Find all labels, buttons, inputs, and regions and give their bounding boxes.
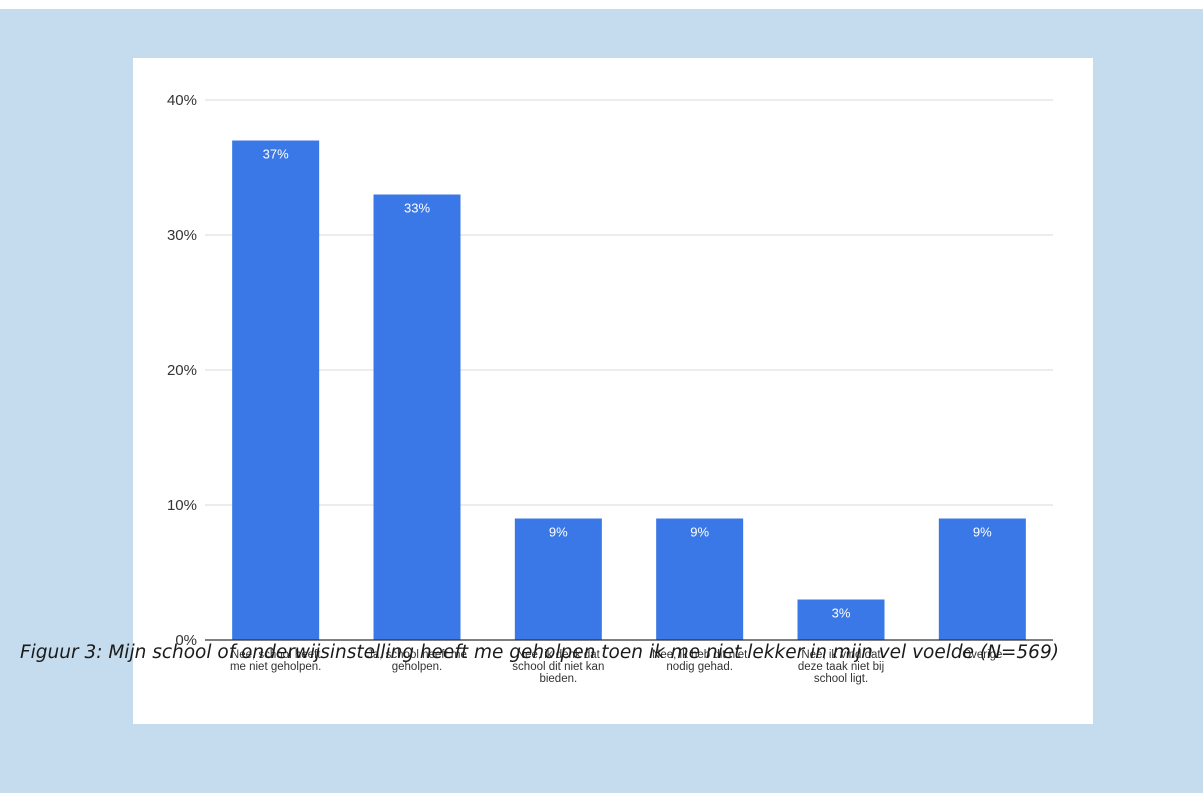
- bar: [232, 141, 319, 641]
- data-label: 33%: [404, 201, 430, 216]
- x-category-label: school ligt.: [814, 673, 868, 685]
- chart-card: 0% 10% 20% 30% 40% 37% Nee, school heeft me nie…: [133, 58, 1093, 724]
- bar: [374, 195, 461, 641]
- data-label: 9%: [549, 525, 568, 540]
- figure-caption: Figuur 3: Mijn school of onderwijsinstel…: [20, 642, 1200, 663]
- x-category-label: bieden.: [539, 673, 577, 685]
- figure-frame: 0% 10% 20% 30% 40% 37% Nee, school heeft me nie…: [0, 9, 1203, 793]
- data-label: 9%: [973, 525, 992, 540]
- data-label: 37%: [263, 147, 289, 162]
- data-label: 9%: [690, 525, 709, 540]
- y-tick-label: 40%: [167, 92, 197, 109]
- data-label: 3%: [832, 606, 851, 621]
- y-tick-label: 10%: [167, 497, 197, 514]
- y-tick-label: 30%: [167, 227, 197, 244]
- y-tick-label: 20%: [167, 362, 197, 379]
